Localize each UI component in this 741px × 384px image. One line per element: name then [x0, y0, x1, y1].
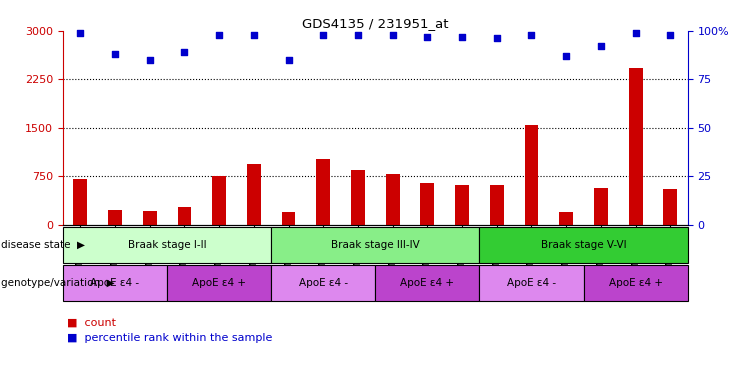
- Bar: [271, 227, 479, 263]
- Bar: [167, 265, 271, 301]
- Text: Braak stage V-VI: Braak stage V-VI: [541, 240, 626, 250]
- Bar: [316, 159, 330, 225]
- Bar: [178, 207, 191, 225]
- Text: ApoE ε4 +: ApoE ε4 +: [192, 278, 246, 288]
- Bar: [375, 265, 479, 301]
- Bar: [282, 212, 296, 225]
- Bar: [351, 170, 365, 225]
- Point: [109, 51, 121, 57]
- Bar: [63, 227, 271, 263]
- Point: [665, 31, 677, 38]
- Bar: [455, 185, 469, 225]
- Bar: [386, 174, 399, 225]
- Bar: [73, 179, 87, 225]
- Title: GDS4135 / 231951_at: GDS4135 / 231951_at: [302, 17, 448, 30]
- Point: [282, 57, 294, 63]
- Point: [630, 30, 642, 36]
- Text: Braak stage III-IV: Braak stage III-IV: [331, 240, 419, 250]
- Text: ■  percentile rank within the sample: ■ percentile rank within the sample: [67, 333, 272, 343]
- Bar: [628, 68, 642, 225]
- Point: [144, 57, 156, 63]
- Point: [213, 31, 225, 38]
- Bar: [63, 265, 167, 301]
- Bar: [108, 210, 122, 225]
- Point: [456, 33, 468, 40]
- Text: genotype/variation  ▶: genotype/variation ▶: [1, 278, 114, 288]
- Bar: [490, 185, 504, 225]
- Bar: [271, 265, 375, 301]
- Point: [525, 31, 537, 38]
- Point: [317, 31, 329, 38]
- Point: [179, 49, 190, 55]
- Point: [352, 31, 364, 38]
- Point: [74, 30, 86, 36]
- Bar: [420, 183, 434, 225]
- Text: ApoE ε4 -: ApoE ε4 -: [90, 278, 139, 288]
- Text: ApoE ε4 -: ApoE ε4 -: [299, 278, 348, 288]
- Bar: [663, 189, 677, 225]
- Point: [422, 33, 433, 40]
- Text: ■  count: ■ count: [67, 318, 116, 328]
- Text: ApoE ε4 +: ApoE ε4 +: [608, 278, 662, 288]
- Text: ApoE ε4 +: ApoE ε4 +: [400, 278, 454, 288]
- Point: [387, 31, 399, 38]
- Bar: [525, 125, 539, 225]
- Bar: [479, 265, 584, 301]
- Bar: [247, 164, 261, 225]
- Text: ApoE ε4 -: ApoE ε4 -: [507, 278, 556, 288]
- Bar: [143, 211, 156, 225]
- Text: Braak stage I-II: Braak stage I-II: [127, 240, 207, 250]
- Point: [595, 43, 607, 49]
- Point: [491, 35, 502, 41]
- Bar: [212, 175, 226, 225]
- Bar: [559, 212, 573, 225]
- Bar: [479, 227, 688, 263]
- Bar: [584, 265, 688, 301]
- Point: [248, 31, 260, 38]
- Bar: [594, 188, 608, 225]
- Point: [560, 53, 572, 59]
- Text: disease state  ▶: disease state ▶: [1, 240, 84, 250]
